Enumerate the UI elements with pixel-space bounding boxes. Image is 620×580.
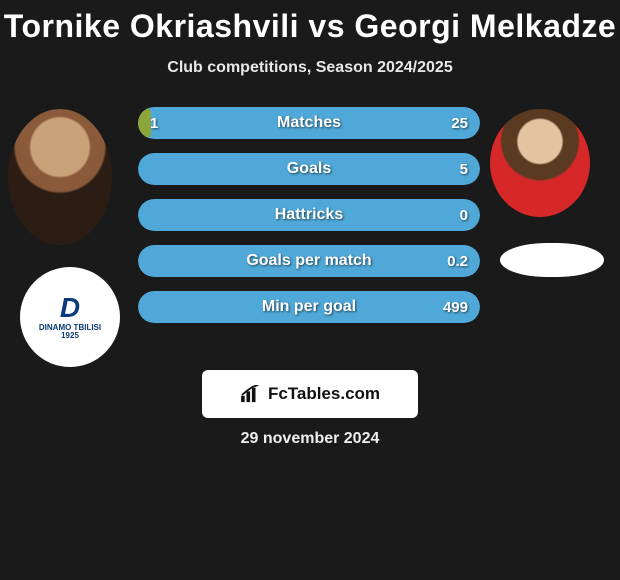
stat-bars: Matches1 25 Goals5 Hattricks0 Goals per matc… [138, 107, 480, 337]
stat-value-right: 5 [460, 153, 468, 185]
stat-value-right: 25 [451, 107, 468, 139]
brand-box: FcTables.com [202, 370, 418, 418]
stat-value-left: 1 [150, 107, 158, 139]
player-left-photo [8, 109, 112, 245]
page-subtitle: Club competitions, Season 2024/2025 [0, 59, 620, 77]
club-left-badge: D DINAMO TBILISI 1925 [20, 267, 120, 367]
stat-value-right: 0 [460, 199, 468, 231]
stat-label: Hattricks [138, 199, 480, 231]
stat-label: Goals [138, 153, 480, 185]
stat-row: Matches1 25 [138, 107, 480, 139]
brand-text: FcTables.com [268, 384, 380, 404]
club-left-year: 1925 [39, 332, 101, 341]
club-left-logo-mark: D [39, 293, 101, 324]
stat-value-right: 499 [443, 291, 468, 323]
stat-value-right: 0.2 [447, 245, 468, 277]
brand-chart-icon [240, 385, 262, 403]
stat-row: Hattricks0 [138, 199, 480, 231]
page-title: Tornike Okriashvili vs Georgi Melkadze [0, 0, 620, 45]
comparison-body: D DINAMO TBILISI 1925 Matches1 25 Goals5 Ha… [0, 107, 620, 387]
club-right-badge [500, 243, 604, 277]
date-label: 29 november 2024 [0, 430, 620, 448]
stat-label: Min per goal [138, 291, 480, 323]
stat-row: Goals per match0.2 [138, 245, 480, 277]
stat-row: Min per goal499 [138, 291, 480, 323]
comparison-card: Tornike Okriashvili vs Georgi Melkadze C… [0, 0, 620, 580]
club-left-label: D DINAMO TBILISI 1925 [39, 293, 101, 341]
stat-label: Goals per match [138, 245, 480, 277]
player-right-photo [490, 109, 590, 217]
stat-row: Goals5 [138, 153, 480, 185]
stat-label: Matches [138, 107, 480, 139]
